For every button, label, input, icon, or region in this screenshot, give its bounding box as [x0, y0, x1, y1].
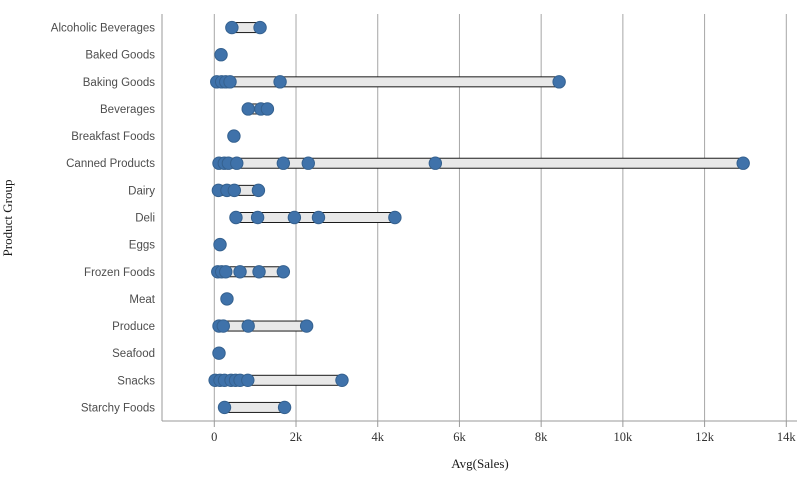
- x-tick-label: 2k: [290, 430, 303, 444]
- range-bar[interactable]: [218, 320, 308, 332]
- data-point[interactable]: [213, 237, 227, 252]
- data-point[interactable]: [252, 265, 266, 279]
- y-category-label: Meat: [129, 294, 155, 306]
- y-category-label: Frozen Foods: [84, 267, 155, 279]
- data-point[interactable]: [212, 346, 226, 360]
- data-point[interactable]: [250, 210, 265, 225]
- range-bar[interactable]: [218, 157, 744, 169]
- data-point[interactable]: [227, 183, 242, 198]
- data-point[interactable]: [552, 75, 566, 89]
- data-point[interactable]: [241, 102, 255, 116]
- data-point[interactable]: [216, 319, 230, 333]
- data-point[interactable]: [214, 48, 228, 62]
- data-point[interactable]: [241, 319, 255, 333]
- y-category-label: Breakfast Foods: [71, 131, 155, 143]
- data-point[interactable]: [287, 210, 302, 225]
- data-point[interactable]: [225, 20, 239, 35]
- range-bar[interactable]: [224, 401, 286, 413]
- x-tick-label: 4k: [371, 430, 384, 444]
- data-point[interactable]: [233, 265, 247, 279]
- range-bar[interactable]: [216, 76, 560, 88]
- data-point[interactable]: [311, 210, 326, 225]
- y-category-label: Canned Products: [66, 158, 155, 170]
- data-point[interactable]: [220, 292, 234, 306]
- data-point[interactable]: [230, 156, 244, 170]
- data-point[interactable]: [301, 156, 315, 170]
- y-axis-title: Product Group: [0, 179, 15, 257]
- data-point[interactable]: [276, 265, 291, 279]
- y-category-label: Deli: [135, 213, 155, 225]
- y-category-label: Baking Goods: [83, 77, 155, 89]
- data-point[interactable]: [335, 373, 349, 387]
- x-tick-label: 6k: [453, 430, 466, 444]
- data-point[interactable]: [227, 129, 241, 143]
- y-category-label: Baked Goods: [85, 50, 155, 62]
- y-category-label: Seafood: [112, 348, 155, 360]
- x-axis-title: Avg(Sales): [451, 456, 509, 471]
- data-point[interactable]: [273, 75, 287, 89]
- y-category-label: Dairy: [128, 185, 155, 197]
- data-point[interactable]: [223, 75, 237, 89]
- data-point[interactable]: [736, 156, 750, 170]
- x-tick-label: 10k: [613, 430, 633, 444]
- y-category-label: Eggs: [129, 240, 155, 252]
- data-point[interactable]: [219, 265, 233, 279]
- y-category-label: Alcoholic Beverages: [51, 23, 155, 35]
- data-point[interactable]: [241, 373, 255, 387]
- y-category-label: Beverages: [100, 104, 155, 116]
- data-point[interactable]: [388, 210, 402, 225]
- x-tick-label: 12k: [695, 430, 715, 444]
- x-tick-label: 14k: [777, 430, 797, 444]
- y-category-label: Starchy Foods: [81, 402, 155, 414]
- data-point[interactable]: [217, 400, 232, 415]
- data-point[interactable]: [229, 210, 243, 225]
- data-point[interactable]: [253, 20, 267, 35]
- data-point[interactable]: [299, 319, 314, 333]
- y-category-label: Snacks: [117, 375, 155, 387]
- x-tick-label: 0: [211, 430, 217, 444]
- data-point[interactable]: [251, 183, 266, 198]
- data-point[interactable]: [276, 156, 291, 170]
- data-point[interactable]: [428, 156, 443, 170]
- data-point[interactable]: [260, 102, 275, 116]
- x-tick-label: 8k: [535, 430, 548, 444]
- data-point[interactable]: [277, 400, 292, 415]
- y-category-label: Produce: [112, 321, 155, 333]
